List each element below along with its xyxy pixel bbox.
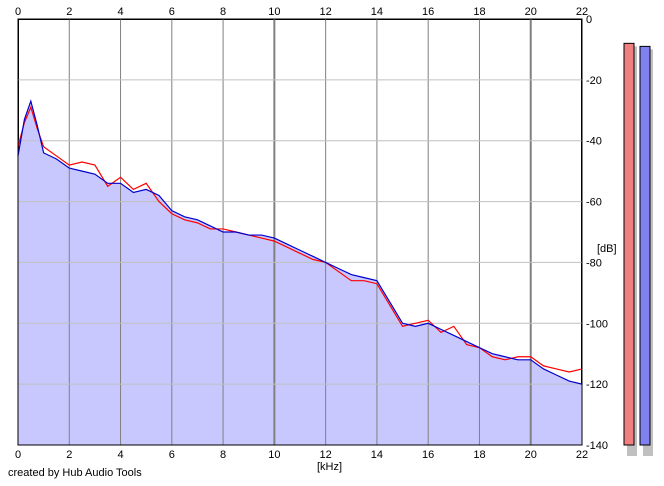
x-tick-label-bottom: 16	[422, 449, 434, 461]
x-tick-label-bottom: 12	[320, 449, 332, 461]
x-tick-label-top: 4	[117, 6, 123, 18]
x-tick-label-bottom: 2	[66, 449, 72, 461]
x-tick-label-bottom: 22	[576, 449, 588, 461]
x-tick-label-bottom: 0	[15, 449, 21, 461]
y-tick-label: 0	[586, 14, 592, 26]
x-tick-label-bottom: 20	[525, 449, 537, 461]
x-tick-label-top: 10	[268, 6, 280, 18]
x-tick-label-top: 0	[15, 6, 21, 18]
x-tick-label-top: 8	[220, 6, 226, 18]
x-tick-label-top: 12	[320, 6, 332, 18]
y-tick-label: -20	[586, 75, 602, 87]
x-tick-label-top: 18	[473, 6, 485, 18]
x-tick-label-top: 2	[66, 6, 72, 18]
level-meter-bar	[623, 42, 635, 446]
x-tick-label-bottom: 6	[169, 449, 175, 461]
plot-frame-border	[17, 18, 583, 446]
y-tick-label: -60	[586, 197, 602, 209]
x-tick-label-bottom: 14	[371, 449, 383, 461]
spectrum-line-1	[17, 99, 583, 385]
y-tick-label: -120	[586, 379, 608, 391]
credit-text: created by Hub Audio Tools	[8, 467, 142, 479]
y-tick-label: -100	[586, 318, 608, 330]
x-axis-unit-label: [kHz]	[317, 461, 343, 473]
x-tick-label-top: 20	[525, 6, 537, 18]
y-tick-label: -80	[586, 257, 602, 269]
x-tick-label-bottom: 10	[268, 449, 280, 461]
y-tick-label: -140	[586, 440, 608, 452]
spectrum-line-0	[17, 105, 583, 373]
x-tick-label-top: 6	[169, 6, 175, 18]
x-tick-label-bottom: 4	[117, 449, 123, 461]
x-tick-label-top: 22	[576, 6, 588, 18]
x-tick-label-bottom: 8	[220, 449, 226, 461]
level-meter-bar	[639, 45, 651, 446]
x-tick-label-bottom: 18	[473, 449, 485, 461]
y-tick-label: -40	[586, 136, 602, 148]
spectrum-fill-area	[18, 101, 582, 446]
y-axis-unit-label: [dB]	[597, 243, 617, 255]
x-tick-label-top: 16	[422, 6, 434, 18]
x-tick-label-top: 14	[371, 6, 383, 18]
